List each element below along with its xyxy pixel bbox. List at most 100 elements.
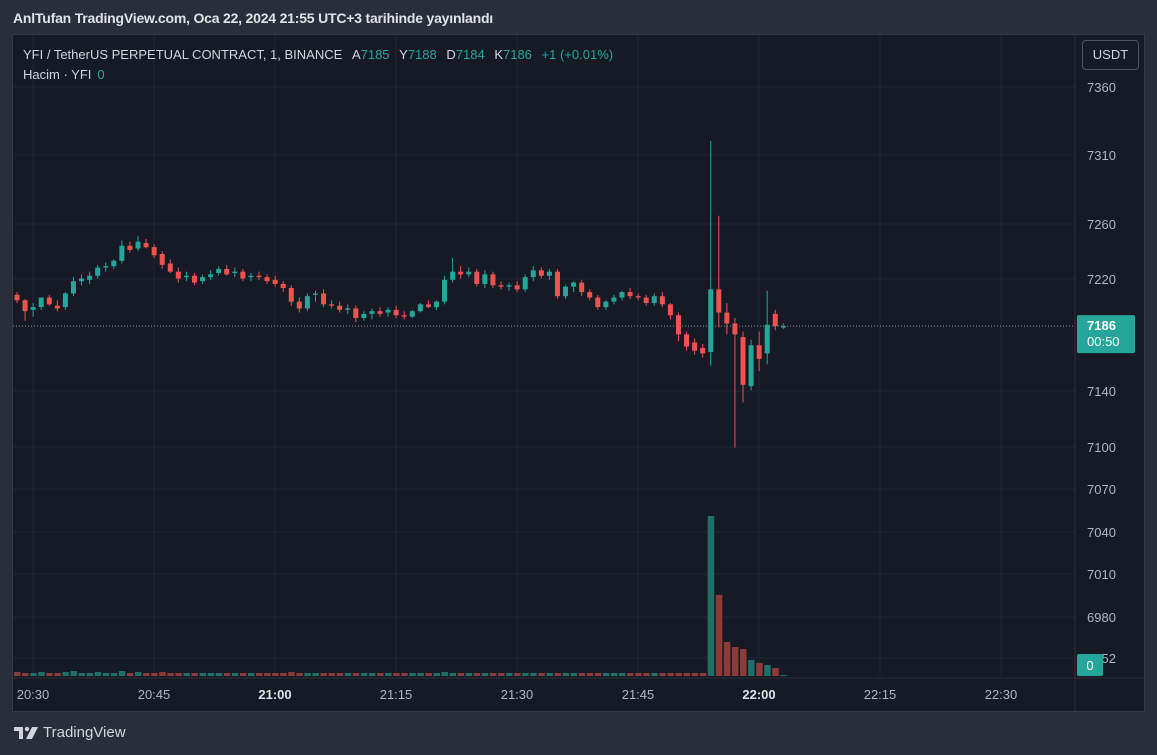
volume-bar xyxy=(465,673,473,676)
volume-bar xyxy=(401,673,408,676)
volume-bar xyxy=(764,665,771,676)
volume-bar xyxy=(191,673,198,676)
candle-body xyxy=(127,245,133,250)
candle-body xyxy=(514,285,520,290)
volume-bar xyxy=(522,673,529,676)
candle-body xyxy=(296,301,302,309)
candle-body xyxy=(401,315,407,317)
currency-button[interactable]: USDT xyxy=(1082,40,1139,70)
chart-panel[interactable]: 7360 7310 7260 7220 7140 7100 7070 7040 7010 6980… xyxy=(12,34,1145,712)
candle-body xyxy=(603,301,609,308)
legend-low-value: 7184 xyxy=(455,47,485,62)
candle-body xyxy=(482,274,488,284)
candle-body xyxy=(353,308,359,318)
time-tick-label: 21:30 xyxy=(501,687,534,702)
volume-bar xyxy=(143,673,150,676)
time-tick-label: 22:15 xyxy=(864,687,897,702)
candle-body xyxy=(256,275,262,278)
volume-bar xyxy=(554,673,561,676)
volume-bar xyxy=(159,672,166,676)
volume-bar xyxy=(643,673,650,676)
candle-body xyxy=(684,334,690,347)
volume-bar xyxy=(562,673,570,676)
candle-body xyxy=(587,292,593,298)
candle-body xyxy=(571,282,577,287)
legend-low-label: D xyxy=(446,47,456,62)
candle-body xyxy=(724,312,730,324)
volume-bar xyxy=(22,673,29,676)
candle-body xyxy=(522,277,528,290)
volume-bar xyxy=(635,673,642,676)
candle-body xyxy=(619,292,625,298)
candle-body xyxy=(135,241,141,249)
candle-body xyxy=(667,304,673,316)
volume-bar xyxy=(602,673,610,676)
volume-bar xyxy=(489,673,497,676)
candle-body xyxy=(280,283,286,289)
volume-bar xyxy=(62,672,69,676)
legend-volume-value: 0 xyxy=(97,67,105,82)
volume-bar xyxy=(94,672,102,676)
candle-body xyxy=(216,268,222,274)
volume-bar xyxy=(231,673,239,676)
volume-bar xyxy=(110,673,118,676)
volume-bar xyxy=(70,671,77,676)
time-tick-label: 22:30 xyxy=(985,687,1018,702)
volume-bar xyxy=(610,673,618,676)
price-chart[interactable]: 7360 7310 7260 7220 7140 7100 7070 7040 7010 6980… xyxy=(13,35,1144,711)
legend-volume-row: Hacim · YFI 0 xyxy=(23,65,613,85)
candle-body xyxy=(611,297,617,302)
volume-bar xyxy=(433,673,440,676)
legend-symbol[interactable]: YFI / TetherUS PERPETUAL CONTRACT, 1, BI… xyxy=(23,47,343,62)
candle-body xyxy=(119,245,125,261)
volume-bar xyxy=(498,673,505,676)
footer-logo[interactable]: TradingView xyxy=(13,724,126,741)
volume-bar xyxy=(659,673,666,676)
candle-body xyxy=(70,281,76,294)
volume-bar xyxy=(54,673,61,676)
candle-body xyxy=(442,279,448,302)
volume-bar xyxy=(707,516,715,676)
volume-bar xyxy=(723,642,731,676)
volume-bar xyxy=(772,668,779,676)
volume-bar xyxy=(215,673,223,676)
volume-bar xyxy=(167,673,174,676)
volume-bar xyxy=(377,673,384,676)
volume-bar xyxy=(118,671,126,676)
legend-volume-label[interactable]: Hacim · YFI xyxy=(23,67,92,82)
bar-countdown: 00:50 xyxy=(1087,334,1120,349)
volume-bar xyxy=(14,672,21,676)
candle-body xyxy=(248,275,254,278)
volume-bar xyxy=(409,673,416,676)
price-tick-label: 7140 xyxy=(1087,384,1116,399)
candle-body xyxy=(337,305,343,310)
candle-body xyxy=(490,274,496,286)
candle-body xyxy=(224,268,230,275)
current-price-badge xyxy=(1077,315,1135,354)
volume-bar xyxy=(393,673,400,676)
volume-bar xyxy=(667,673,674,676)
candle-body xyxy=(87,275,93,280)
price-tick-label: 7070 xyxy=(1087,482,1116,497)
price-tick-label: 6980 xyxy=(1087,610,1116,625)
candle-body xyxy=(708,289,714,353)
volume-bar xyxy=(272,673,279,676)
candle-body xyxy=(329,304,335,306)
candle-body xyxy=(143,243,149,248)
volume-bar xyxy=(288,672,295,676)
candle-body xyxy=(498,285,504,287)
volume-bar xyxy=(239,673,247,676)
volume-bar xyxy=(530,673,537,676)
candle-body xyxy=(627,292,633,297)
volume-bar xyxy=(514,673,521,676)
price-tick-label: 7360 xyxy=(1087,80,1116,95)
candle-body xyxy=(240,271,246,279)
candle-body xyxy=(740,337,746,385)
volume-bar xyxy=(102,673,110,676)
candle-body xyxy=(54,305,60,309)
volume-bar xyxy=(691,673,699,676)
candle-body xyxy=(288,288,294,302)
price-tick-label: 7260 xyxy=(1087,217,1116,232)
candle-body xyxy=(530,270,536,278)
candle-body xyxy=(692,342,698,351)
